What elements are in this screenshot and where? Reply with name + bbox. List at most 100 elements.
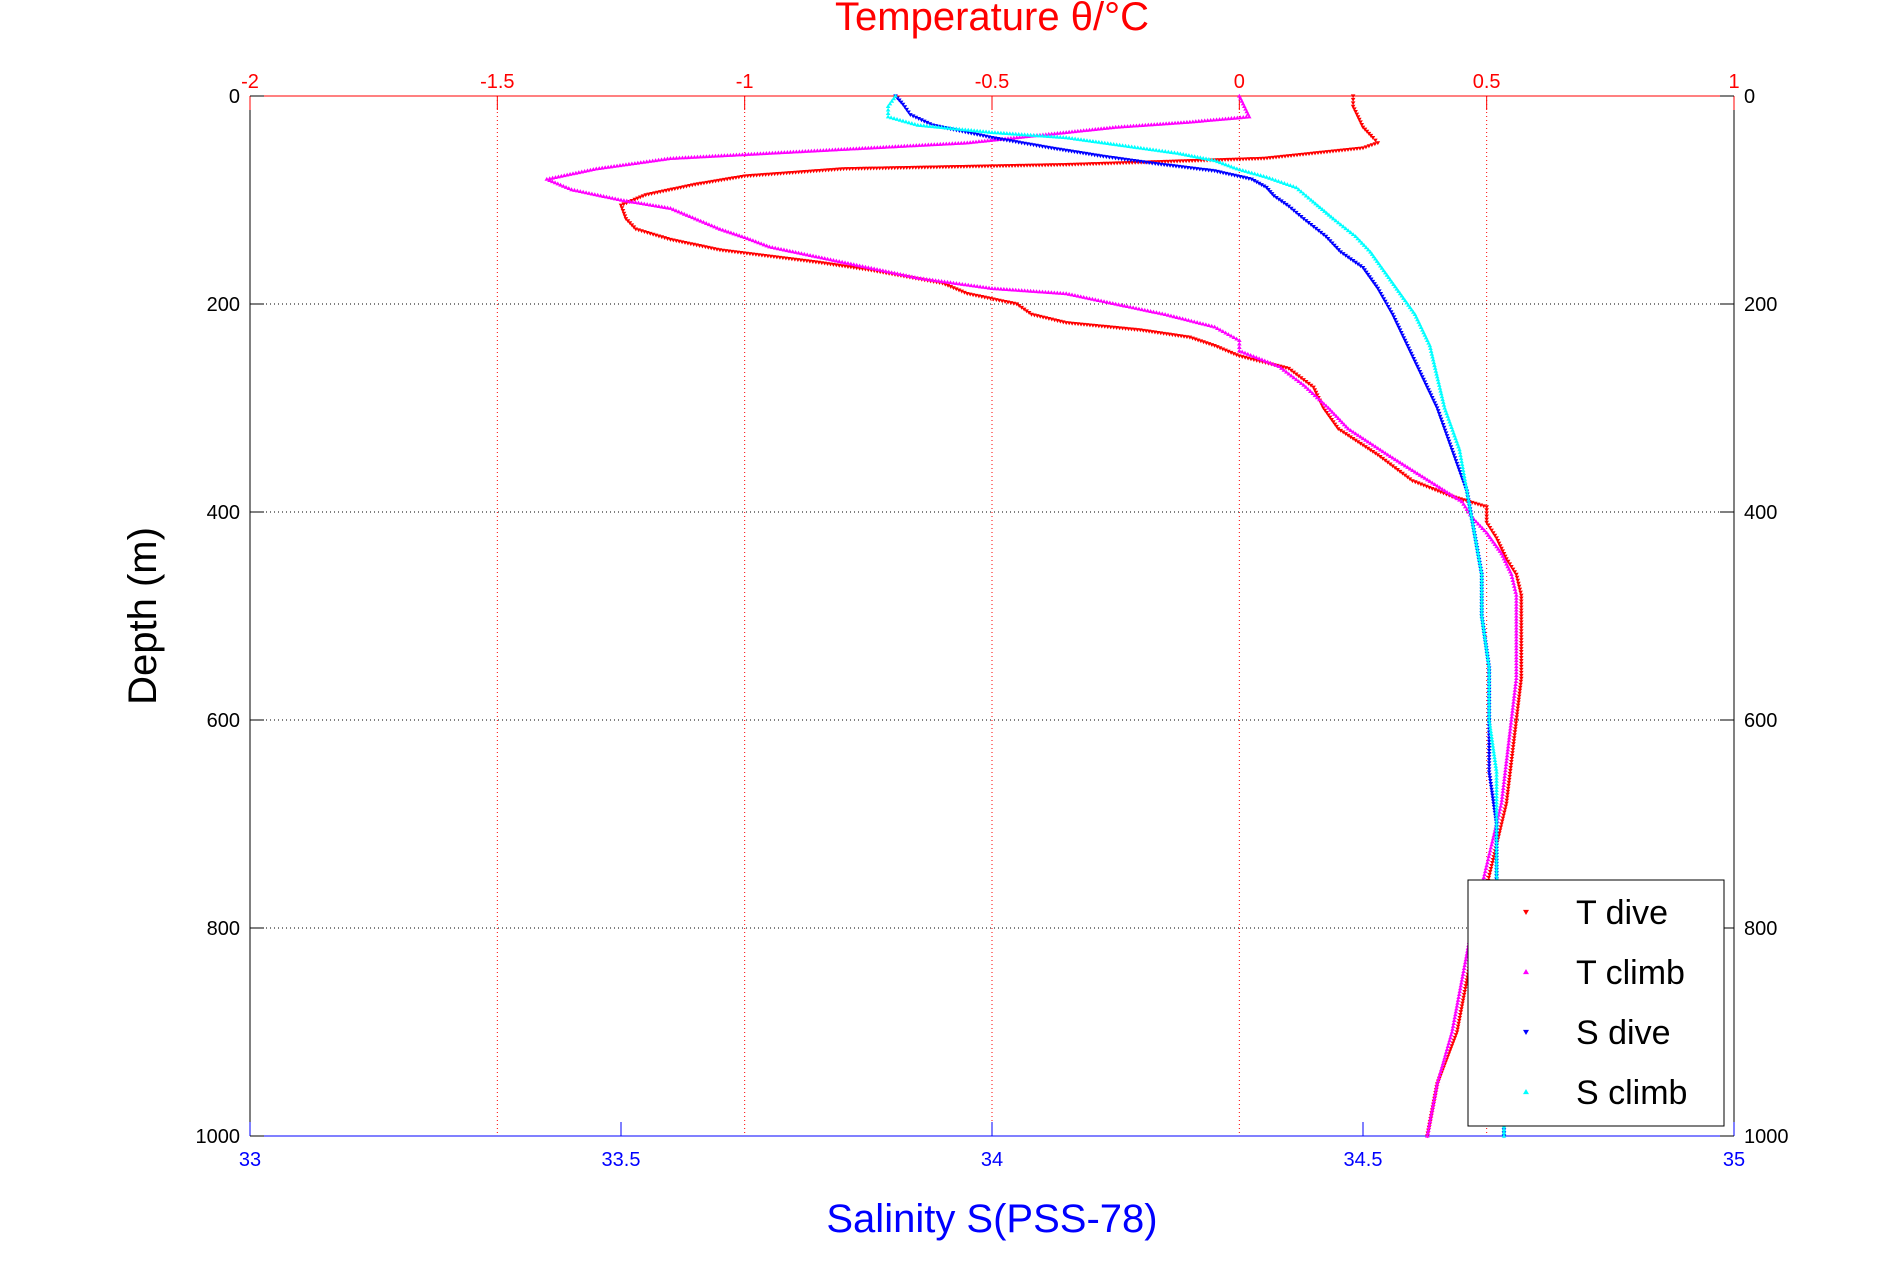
- data-point: [599, 165, 605, 170]
- data-point: [1303, 384, 1309, 389]
- data-point: [1503, 765, 1509, 770]
- data-point: [1514, 718, 1519, 723]
- data-point: [986, 285, 992, 290]
- data-point: [980, 129, 986, 134]
- data-point: [1510, 705, 1516, 710]
- data-point: [679, 210, 684, 215]
- data-point: [1069, 292, 1075, 297]
- data-point: [1069, 162, 1075, 167]
- data-point: [612, 196, 618, 201]
- data-point: [1139, 307, 1145, 312]
- data-point: [1144, 146, 1150, 151]
- data-point: [631, 225, 637, 230]
- data-point: [1499, 800, 1504, 805]
- data-point: [1490, 531, 1496, 536]
- data-point: [1373, 444, 1378, 449]
- data-point: [701, 154, 706, 159]
- data-point: [927, 123, 932, 128]
- data-point: [653, 158, 658, 163]
- data-point: [767, 150, 772, 155]
- data-point: [1487, 723, 1493, 728]
- data-point: [964, 140, 970, 145]
- data-point: [1063, 135, 1069, 140]
- data-point: [812, 148, 817, 153]
- data-point: [906, 120, 912, 125]
- data-point: [865, 166, 870, 171]
- data-point: [1286, 204, 1292, 209]
- data-point: [1180, 152, 1186, 156]
- data-point: [1494, 833, 1499, 838]
- data-point: [959, 289, 965, 294]
- data-point: [1486, 875, 1492, 880]
- data-point: [1219, 158, 1225, 163]
- data-point: [1098, 126, 1104, 131]
- data-point: [1229, 116, 1234, 120]
- data-point: [1357, 238, 1363, 243]
- data-point: [1440, 1061, 1446, 1066]
- data-point: [1231, 352, 1237, 356]
- data-point: [1010, 131, 1016, 136]
- data-point: [550, 175, 555, 180]
- data-point: [1063, 163, 1069, 167]
- data-point: [1456, 467, 1462, 472]
- data-point: [761, 151, 766, 156]
- data-point: [1432, 401, 1438, 406]
- data-point: [1491, 802, 1496, 807]
- data-point: [1334, 245, 1339, 250]
- data-point: [1197, 320, 1203, 325]
- data-point: [1276, 178, 1281, 183]
- data-point: [1142, 307, 1148, 312]
- data-point: [1078, 137, 1084, 142]
- data-point: [883, 166, 889, 171]
- data-point: [1301, 217, 1306, 222]
- data-point: [1141, 146, 1147, 151]
- data-point: [1397, 460, 1403, 465]
- data-point: [1512, 690, 1517, 695]
- data-point: [1045, 163, 1051, 168]
- data-point: [1306, 195, 1311, 200]
- data-point: [1252, 157, 1258, 161]
- data-point: [1020, 134, 1025, 139]
- data-point: [945, 279, 950, 284]
- data-point: [885, 104, 891, 109]
- data-point: [1395, 323, 1400, 328]
- data-point: [1514, 640, 1519, 645]
- data-point: [988, 138, 993, 142]
- data-point: [1460, 1001, 1465, 1006]
- data-point: [1428, 346, 1433, 351]
- data-point: [1490, 793, 1495, 798]
- data-point: [1380, 456, 1386, 461]
- data-point: [582, 168, 587, 173]
- data-point: [1502, 807, 1508, 812]
- data-point: [1314, 395, 1320, 400]
- data-point: [1390, 312, 1395, 317]
- data-point: [1048, 163, 1054, 168]
- data-point: [919, 165, 925, 170]
- data-point: [1482, 636, 1488, 641]
- data-point: [1514, 637, 1519, 642]
- data-point: [1262, 358, 1268, 363]
- data-point: [800, 149, 805, 154]
- data-point: [989, 286, 995, 291]
- data-point: [1450, 1026, 1455, 1031]
- data-point: [1259, 357, 1265, 362]
- data-point: [1087, 138, 1093, 143]
- data-point: [866, 265, 871, 270]
- data-point: [1506, 777, 1512, 782]
- data-point: [731, 152, 736, 157]
- data-point: [1363, 437, 1368, 442]
- data-point: [830, 147, 835, 152]
- data-point: [1429, 1110, 1435, 1115]
- data-point: [1489, 528, 1494, 533]
- data-point: [1178, 120, 1184, 125]
- data-point: [1427, 1119, 1433, 1124]
- data-point: [874, 267, 880, 272]
- data-point: [1159, 148, 1165, 153]
- data-point: [670, 207, 676, 212]
- data-point: [1095, 298, 1101, 302]
- data-point: [1104, 299, 1110, 304]
- data-point: [1444, 1047, 1450, 1051]
- data-point: [1442, 488, 1447, 493]
- data-point: [1368, 448, 1373, 453]
